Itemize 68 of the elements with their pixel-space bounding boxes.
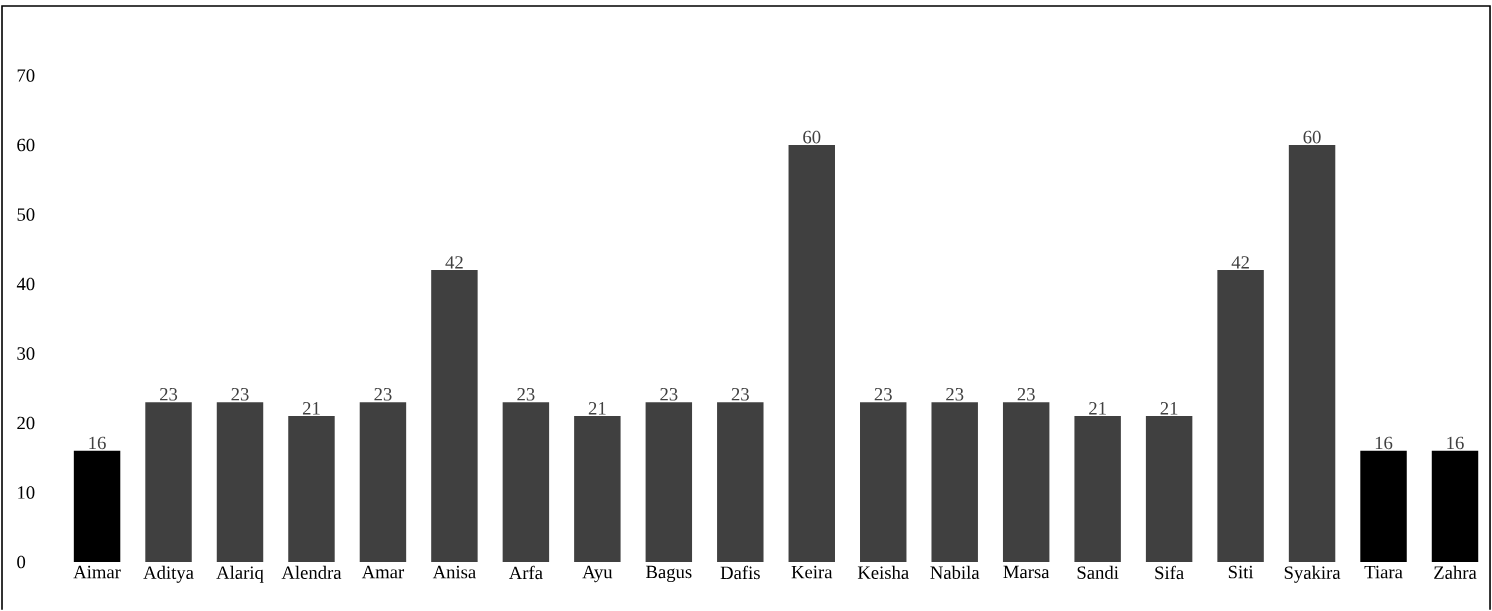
data-label: 21 bbox=[1089, 402, 1106, 415]
x-tick-label: Amar bbox=[361, 565, 405, 579]
x-tick-label: Marsa bbox=[1003, 565, 1050, 579]
bar bbox=[1360, 450, 1407, 562]
bar bbox=[1145, 416, 1193, 562]
bar bbox=[288, 416, 335, 562]
x-tick-label: Arfa bbox=[508, 565, 543, 580]
bar bbox=[216, 402, 264, 562]
x-tick-label: Alendra bbox=[281, 565, 342, 579]
x-tick-label: Sandi bbox=[1077, 565, 1119, 579]
bar bbox=[145, 402, 192, 562]
x-tick-label: Zahra bbox=[1434, 565, 1477, 579]
data-label: 23 bbox=[231, 388, 249, 401]
data-label: 23 bbox=[517, 388, 535, 401]
bar bbox=[574, 416, 621, 562]
data-label: 23 bbox=[160, 388, 178, 401]
data-label: 60 bbox=[803, 130, 821, 144]
y-tick-label: 50 bbox=[17, 208, 35, 221]
y-tick-label: 40 bbox=[16, 277, 35, 291]
y-tick-label: 20 bbox=[17, 416, 35, 430]
bar bbox=[1217, 270, 1264, 562]
data-label: 16 bbox=[1447, 436, 1464, 450]
bar bbox=[1431, 450, 1479, 562]
y-tick-label: 60 bbox=[17, 138, 35, 152]
x-tick-label: Sifa bbox=[1155, 565, 1184, 580]
bar bbox=[645, 402, 693, 562]
x-tick-label: Ayu bbox=[582, 565, 613, 583]
x-tick-label: Siti bbox=[1228, 565, 1254, 579]
data-label: 60 bbox=[1303, 130, 1321, 144]
bar bbox=[788, 145, 835, 562]
data-label: 23 bbox=[660, 388, 678, 401]
x-tick-label: Nabila bbox=[930, 565, 980, 579]
x-tick-label: Tiara bbox=[1364, 565, 1403, 579]
bar bbox=[73, 450, 121, 562]
x-tick-label: Anisa bbox=[432, 565, 476, 579]
data-label: 16 bbox=[1375, 436, 1393, 450]
x-tick-label: Aimar bbox=[73, 565, 121, 579]
x-tick-label: Aditya bbox=[143, 565, 194, 583]
x-tick-label: Syakira bbox=[1284, 565, 1341, 583]
x-tick-label: Bagus bbox=[646, 565, 692, 583]
bar bbox=[860, 402, 907, 562]
data-label: 21 bbox=[1160, 402, 1178, 415]
data-label: 21 bbox=[302, 402, 320, 415]
y-tick-label: 70 bbox=[17, 69, 35, 82]
bar bbox=[359, 402, 407, 562]
bar bbox=[502, 402, 550, 562]
x-tick-label: Keira bbox=[791, 565, 833, 579]
data-label: 23 bbox=[374, 388, 392, 401]
data-label: 42 bbox=[445, 256, 463, 269]
y-tick-label: 10 bbox=[18, 486, 35, 499]
data-label: 23 bbox=[1017, 388, 1035, 401]
bar bbox=[931, 402, 978, 562]
y-tick-label: 30 bbox=[17, 347, 35, 360]
x-tick-label: Keisha bbox=[857, 565, 909, 579]
data-label: 16 bbox=[89, 436, 106, 450]
data-label: 23 bbox=[731, 388, 749, 401]
data-label: 21 bbox=[588, 402, 606, 415]
bar bbox=[431, 270, 478, 562]
bar bbox=[1002, 402, 1050, 562]
data-label: 42 bbox=[1231, 256, 1249, 269]
bar bbox=[717, 402, 764, 562]
data-label: 23 bbox=[874, 388, 892, 401]
bar bbox=[1074, 416, 1121, 562]
x-tick-label: Dafis bbox=[720, 565, 760, 580]
y-tick-label: 0 bbox=[17, 555, 26, 569]
x-tick-label: Alariq bbox=[216, 565, 264, 583]
data-label: 23 bbox=[946, 388, 964, 401]
bar bbox=[1288, 145, 1336, 562]
